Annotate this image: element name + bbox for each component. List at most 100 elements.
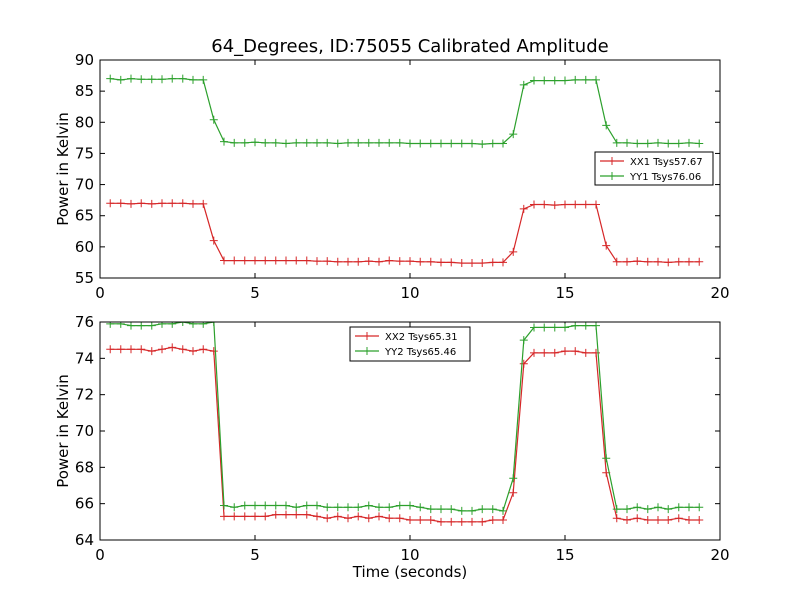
data-point xyxy=(168,74,177,83)
data-point xyxy=(302,501,311,510)
data-point xyxy=(333,257,342,266)
data-point xyxy=(375,138,383,147)
y-tick-label: 64 xyxy=(75,531,94,549)
data-point xyxy=(695,257,704,266)
data-point xyxy=(602,454,611,463)
x-tick-label: 20 xyxy=(710,546,729,564)
data-point xyxy=(488,505,497,514)
axes-frame xyxy=(99,321,721,541)
data-point xyxy=(127,345,135,354)
data-point xyxy=(695,139,704,148)
data-point xyxy=(561,76,569,85)
data-point xyxy=(147,322,156,330)
x-tick-label: 10 xyxy=(400,284,419,302)
data-point xyxy=(395,257,404,266)
data-point xyxy=(323,257,332,266)
y-tick-label: 55 xyxy=(75,269,94,287)
x-tick-label: 0 xyxy=(95,284,105,302)
data-point xyxy=(385,503,394,512)
data-point xyxy=(592,322,600,330)
data-point xyxy=(468,517,476,526)
data-point xyxy=(333,512,342,521)
data-point xyxy=(292,256,301,265)
data-point xyxy=(685,257,693,266)
data-point xyxy=(406,139,414,148)
data-point xyxy=(478,505,487,514)
data-point xyxy=(189,347,197,356)
data-point xyxy=(240,501,249,510)
y-tick-label: 75 xyxy=(75,144,94,162)
data-point xyxy=(251,256,259,265)
x-tick-label: 5 xyxy=(250,284,260,302)
data-point xyxy=(571,347,580,356)
data-point xyxy=(209,322,218,326)
data-point xyxy=(302,138,311,147)
data-point xyxy=(220,256,228,265)
data-point xyxy=(674,514,683,523)
legend-box xyxy=(349,326,471,362)
data-point xyxy=(426,257,435,266)
y-tick-label: 80 xyxy=(75,113,94,131)
data-point xyxy=(220,137,228,146)
data-point xyxy=(519,80,528,89)
data-point xyxy=(457,139,466,148)
data-point xyxy=(581,200,590,209)
data-point xyxy=(612,138,621,147)
data-point xyxy=(323,514,332,523)
data-point xyxy=(664,505,673,514)
data-point xyxy=(437,517,445,526)
data-point xyxy=(468,139,476,148)
data-point xyxy=(654,516,662,525)
y-tick-label: 76 xyxy=(75,313,94,331)
data-point xyxy=(313,501,321,510)
data-point xyxy=(323,138,332,147)
y-tick-label: 72 xyxy=(75,386,94,404)
data-point xyxy=(519,204,528,213)
data-point xyxy=(189,199,197,208)
data-point xyxy=(530,200,538,209)
data-point xyxy=(323,503,332,512)
data-point xyxy=(230,503,239,512)
data-point xyxy=(313,138,321,147)
plot-area xyxy=(106,74,704,268)
data-point xyxy=(612,514,621,523)
data-point xyxy=(447,139,456,148)
data-point xyxy=(561,200,569,209)
chart-title: 64_Degrees, ID:75055 Calibrated Amplitud… xyxy=(211,36,608,57)
data-point xyxy=(561,323,569,332)
data-point xyxy=(416,503,425,512)
data-point xyxy=(240,256,249,265)
data-point xyxy=(540,76,549,85)
data-point xyxy=(292,510,301,519)
data-point xyxy=(137,345,146,354)
axes-frame xyxy=(99,59,721,279)
data-point xyxy=(127,74,135,83)
data-point xyxy=(199,75,208,84)
data-point xyxy=(416,516,425,525)
data-point xyxy=(385,256,394,265)
data-point xyxy=(240,512,249,521)
data-point xyxy=(540,348,549,357)
data-point xyxy=(354,257,363,266)
data-point xyxy=(530,323,538,332)
data-point xyxy=(271,256,280,265)
data-point xyxy=(623,516,631,525)
data-point xyxy=(333,503,342,512)
y-tick-label: 70 xyxy=(75,176,94,194)
data-point xyxy=(344,503,352,512)
data-point xyxy=(178,345,187,354)
data-point xyxy=(695,503,704,512)
data-point xyxy=(313,257,321,266)
data-point xyxy=(406,501,414,510)
data-point xyxy=(550,201,559,210)
data-point xyxy=(302,510,311,519)
data-point xyxy=(364,514,373,523)
data-point xyxy=(106,322,115,328)
data-point xyxy=(426,505,435,514)
data-point xyxy=(540,323,549,332)
data-point xyxy=(643,257,652,266)
legend-box xyxy=(594,151,714,186)
data-point xyxy=(230,512,239,521)
data-point xyxy=(116,199,125,208)
data-point xyxy=(282,510,290,519)
